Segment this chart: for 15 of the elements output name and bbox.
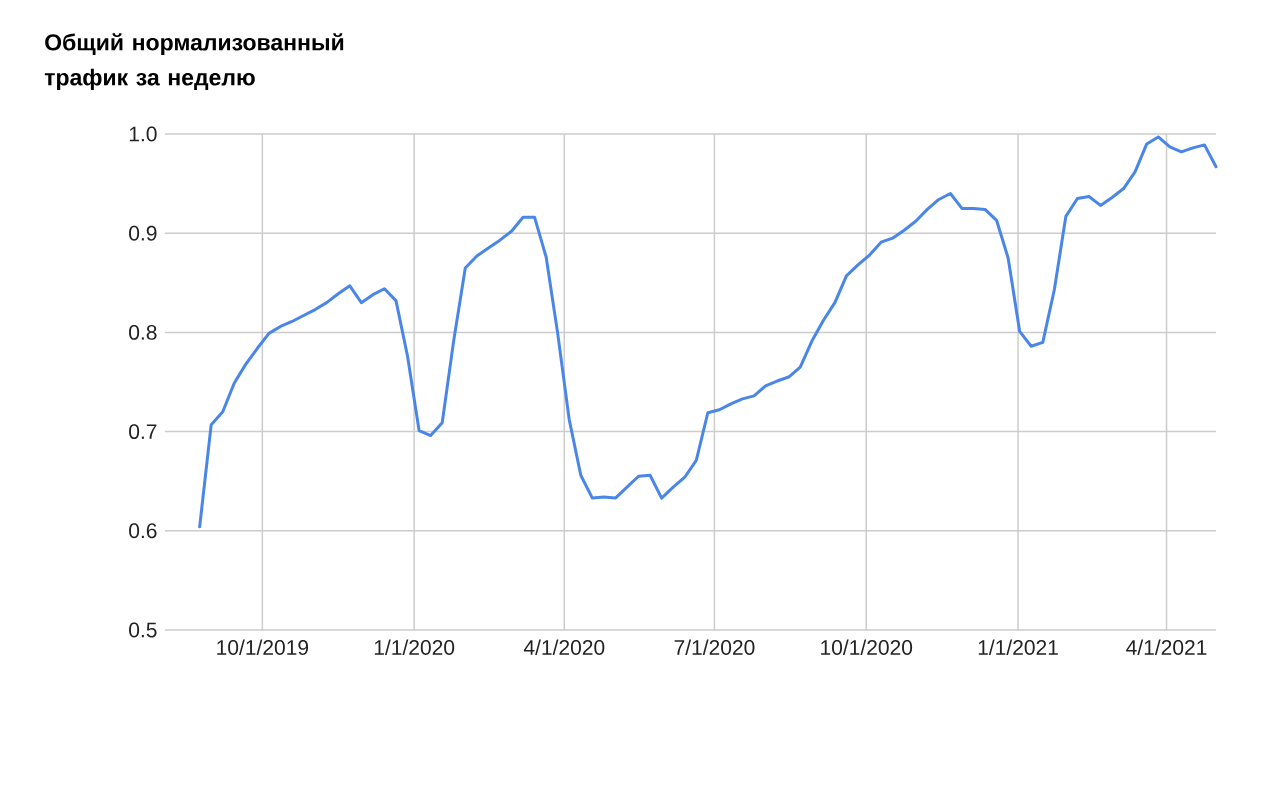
y-tick-label: 0.8 [129, 324, 157, 340]
x-tick-label: 4/1/2021 [1126, 639, 1207, 655]
x-tick-label: 1/1/2021 [978, 639, 1058, 655]
x-tick-label: 10/1/2019 [217, 639, 309, 655]
x-tick-label: 7/1/2020 [674, 639, 755, 655]
x-tick-label: 1/1/2020 [374, 639, 455, 655]
y-tick-label: 1.0 [129, 126, 157, 142]
chart-title: Общий нормализованный трафик за неделю [44, 33, 344, 91]
y-tick-label: 0.6 [129, 523, 157, 539]
y-tick-label: 0.5 [129, 622, 157, 638]
y-tick-label: 0.9 [129, 225, 157, 241]
line-series [198, 135, 1218, 529]
y-tick-label: 0.7 [129, 424, 157, 440]
x-tick-label: 10/1/2020 [821, 639, 913, 655]
x-tick-label: 4/1/2020 [523, 639, 605, 655]
